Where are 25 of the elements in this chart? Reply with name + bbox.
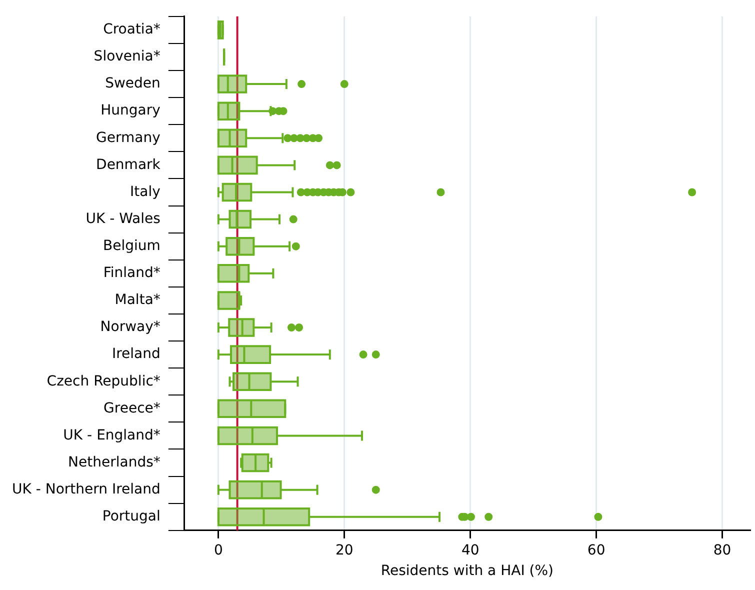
y-tick-label: Malta* [114, 292, 160, 308]
y-tick-label: Slovenia* [94, 48, 160, 65]
y-tick-label: Belgium [102, 238, 160, 254]
y-tick-label: Czech Republic* [46, 373, 160, 390]
y-tick-label: Hungary [100, 102, 160, 119]
x-tick-label: 0 [214, 542, 223, 558]
y-tick-label: Norway* [100, 319, 160, 336]
y-tick-label: UK - England* [63, 427, 160, 444]
x-tick-label: 40 [461, 542, 480, 558]
y-tick-label: Portugal [102, 508, 160, 525]
y-tick-label: Sweden [105, 76, 160, 92]
x-axis-title: Residents with a HAI (%) [380, 563, 554, 580]
x-tick-label: 80 [713, 542, 732, 558]
y-tick-label: Netherlands* [68, 454, 160, 470]
y-tick-label: Italy [130, 184, 160, 200]
y-tick-label: UK - Northern Ireland [12, 481, 160, 498]
y-tick-label: Greece* [104, 400, 160, 416]
y-tick-label: Germany [96, 130, 160, 146]
y-tick-label: Croatia* [103, 22, 160, 38]
x-tick-label: 60 [587, 542, 606, 558]
y-tick-label: Ireland [112, 346, 160, 362]
y-tick-label: UK - Wales [86, 210, 160, 227]
y-tick-label: Denmark [96, 156, 162, 173]
x-tick-label: 20 [335, 542, 354, 558]
y-tick-label: Finland* [103, 265, 160, 282]
